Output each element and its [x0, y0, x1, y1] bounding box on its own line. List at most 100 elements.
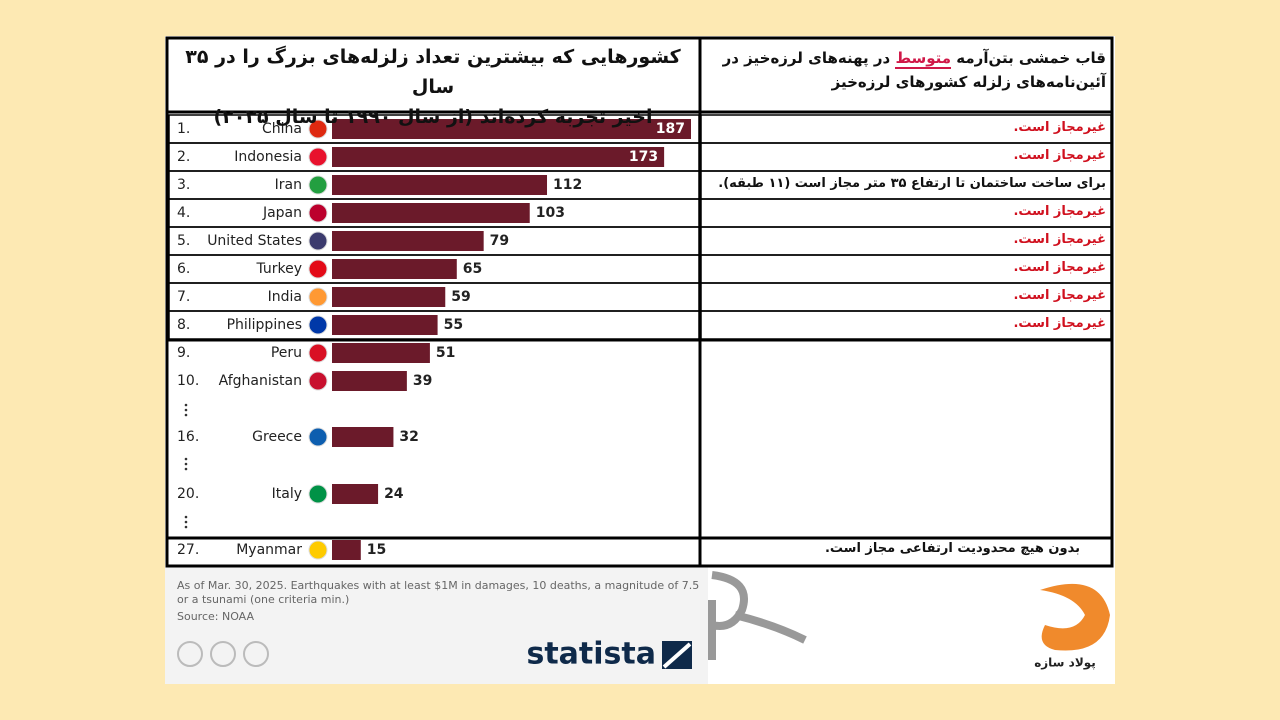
brand-icon-cut [662, 642, 692, 669]
flag [308, 343, 328, 363]
footer-bg [165, 567, 708, 684]
value-label: 51 [436, 345, 455, 361]
bar [332, 147, 665, 167]
side-header-highlight: متوسط [895, 49, 952, 69]
flag [308, 315, 328, 335]
rank-label: 6. [177, 261, 190, 277]
brand: statista [526, 637, 656, 672]
note: غیرمجاز است. [1013, 232, 1106, 247]
ellipsis-dot [184, 520, 188, 524]
ellipsis-dot [184, 462, 188, 466]
note: غیرمجاز است. [1013, 120, 1106, 135]
rank-label: 8. [177, 317, 190, 333]
logo [1040, 583, 1110, 651]
side-header-text: در پهنه‌های لرزه‌خیز در [722, 49, 896, 67]
flag [308, 287, 328, 307]
flag [308, 203, 328, 223]
flag [308, 484, 328, 504]
value-label: 39 [413, 373, 432, 389]
footnote: As of Mar. 30, 2025. Earthquakes with at… [177, 579, 699, 592]
cc-icons [177, 641, 269, 667]
note: غیرمجاز است. [1013, 148, 1106, 163]
flag [308, 147, 328, 167]
category-label: Iran [275, 177, 302, 193]
side-header-text: قاب خمشی بتن‌آرمه [951, 49, 1106, 67]
bar [332, 203, 530, 223]
value-label: 79 [490, 233, 509, 249]
chart-title: کشورهایی که بیشترین تعداد زلزله‌های بزرگ… [170, 42, 696, 128]
category-label: Philippines [227, 317, 302, 333]
side-header-line: آئین‌نامه‌های زلزله کشورهای لرزه‌خیز [831, 73, 1106, 91]
bar [332, 540, 361, 560]
category-label: Myanmar [236, 542, 302, 558]
value-label: 173 [629, 149, 658, 165]
category-label: Indonesia [234, 149, 302, 165]
category-label: Japan [262, 205, 302, 221]
category-label: Turkey [255, 261, 302, 277]
value-label: 187 [656, 121, 685, 137]
category-label: Afghanistan [219, 373, 302, 389]
rank-label: 7. [177, 289, 190, 305]
rank-label: 9. [177, 345, 190, 361]
rank-label: 4. [177, 205, 190, 221]
bar [332, 427, 394, 447]
flag [308, 231, 328, 251]
ellipsis-dot [184, 525, 188, 529]
bar [332, 315, 438, 335]
rank-label: 10. [177, 373, 199, 389]
value-label: 55 [444, 317, 463, 333]
bar [332, 259, 457, 279]
rank-label: 1. [177, 121, 190, 137]
bar [332, 231, 484, 251]
note: غیرمجاز است. [1013, 288, 1106, 303]
rank-label: 27. [177, 542, 199, 558]
value-label: 112 [553, 177, 582, 193]
category-label: India [268, 289, 302, 305]
rank-label: 2. [177, 149, 190, 165]
ellipsis-dot [184, 457, 188, 461]
bar [332, 119, 691, 139]
flag [308, 427, 328, 447]
value-label: 15 [367, 542, 386, 558]
bar [332, 287, 446, 307]
source: Source: NOAA [177, 610, 255, 623]
rank-label: 5. [177, 233, 190, 249]
rank-label: 16. [177, 429, 199, 445]
category-label: Greece [252, 429, 302, 445]
value-label: 59 [451, 289, 470, 305]
value-label: 32 [399, 429, 418, 445]
category-label: Peru [271, 345, 302, 361]
bar [332, 484, 379, 504]
note: برای ساخت ساختمان تا ارتفاع ۳۵ متر مجاز … [718, 176, 1106, 191]
title-line: کشورهایی که بیشترین تعداد زلزله‌های بزرگ… [185, 46, 681, 98]
flag [308, 175, 328, 195]
flag [308, 371, 328, 391]
ellipsis-dot [184, 403, 188, 407]
bar [332, 371, 407, 391]
bar [332, 343, 430, 363]
ellipsis-dot [184, 408, 188, 412]
category-label: Italy [272, 486, 302, 502]
footnote: or a tsunami (one criteria min.) [177, 593, 349, 606]
rank-label: 20. [177, 486, 199, 502]
category-label: China [262, 121, 302, 137]
note: غیرمجاز است. [1013, 316, 1106, 331]
ellipsis-dot [184, 467, 188, 471]
bar [332, 175, 548, 195]
category-label: United States [207, 233, 302, 249]
flag [308, 540, 328, 560]
side-header-line: قاب خمشی بتن‌آرمه متوسط در پهنه‌های لرزه… [704, 46, 1106, 70]
ellipsis-dot [184, 515, 188, 519]
table-border [165, 36, 1114, 568]
flag [308, 119, 328, 139]
logo-text: پولاد سازه [1034, 656, 1096, 671]
value-label: 24 [384, 486, 404, 502]
value-label: 65 [463, 261, 482, 277]
value-label: 103 [536, 205, 565, 221]
ellipsis-dot [184, 413, 188, 417]
note: بدون هیچ محدودیت ارتفاعی مجاز است. [824, 541, 1080, 556]
flag [308, 259, 328, 279]
note: غیرمجاز است. [1013, 260, 1106, 275]
